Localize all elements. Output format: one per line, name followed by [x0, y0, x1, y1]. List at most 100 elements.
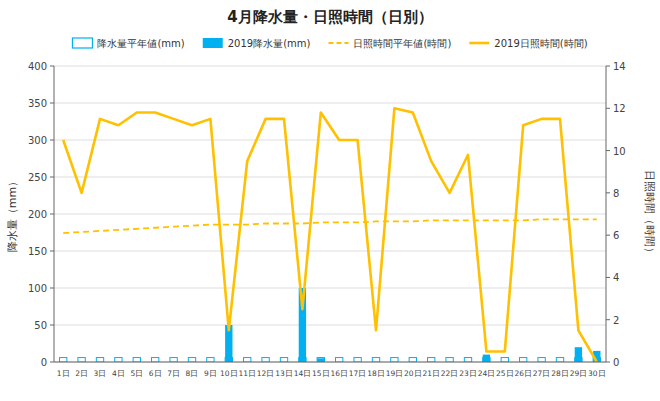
legend-item: 降水量平年値(mm): [72, 38, 184, 49]
tick-label: 17日: [349, 369, 367, 378]
grid-line: [54, 251, 606, 252]
bar: [575, 347, 582, 362]
bar: [538, 358, 545, 362]
tick-label: 12日: [257, 369, 275, 378]
tick-label: 21日: [422, 369, 440, 378]
tick-label: 9日: [204, 369, 217, 378]
chart: 4月降水量・日照時間（日別）05010015020025030035040002…: [0, 0, 660, 401]
tick-label: 5日: [130, 369, 143, 378]
tick-label: 12: [613, 103, 626, 114]
bar: [280, 358, 287, 362]
grid: [54, 66, 606, 362]
tick-label: 14: [613, 61, 626, 72]
tick-label: 300: [28, 135, 47, 146]
tick-label: 350: [28, 98, 47, 109]
legend-item: 日照時間平年値(時間): [328, 38, 451, 49]
tick-label: 0: [613, 357, 619, 368]
bar: [115, 358, 122, 362]
legend: 降水量平年値(mm) 2019降水量(mm) 日照時間平年値(時間) 2019日照時間…: [72, 38, 587, 49]
bar: [133, 358, 140, 362]
tick-mark: [606, 192, 610, 193]
bar: [317, 358, 324, 362]
tick-label: 25日: [496, 369, 514, 378]
grid-line: [54, 214, 606, 215]
tick-label: 15日: [312, 369, 330, 378]
bar: [391, 358, 398, 362]
grid-line: [54, 177, 606, 178]
bar: [501, 358, 508, 362]
tick-label: 3日: [94, 369, 107, 378]
tick-mark: [50, 66, 54, 67]
x-axis: [54, 362, 606, 363]
bar: [152, 358, 159, 362]
title: 4月降水量・日照時間（日別）: [227, 8, 432, 26]
bar: [336, 358, 343, 362]
tick-label: 10日: [220, 369, 238, 378]
bar: [483, 355, 490, 362]
tick-label: 6日: [149, 369, 162, 378]
tick-label: 250: [28, 172, 47, 183]
bar: [207, 358, 214, 362]
legend-label: 2019降水量(mm): [228, 38, 311, 49]
tick-label: 4: [613, 272, 619, 283]
tick-mark: [606, 362, 610, 363]
tick-label: 200: [28, 209, 47, 220]
bar: [556, 358, 563, 362]
bar: [60, 358, 67, 362]
legend-item: 2019降水量(mm): [203, 38, 311, 49]
bar: [409, 358, 416, 362]
tick-label: 28日: [551, 369, 569, 378]
bar: [170, 358, 177, 362]
axis-label: 降水量（mm）: [6, 176, 19, 252]
grid-line: [54, 325, 606, 326]
legend-swatch: [203, 38, 223, 48]
marks: [60, 108, 601, 362]
grid-line: [54, 288, 606, 289]
grid-line: [54, 362, 606, 363]
tick-label: 13日: [275, 369, 293, 378]
tick-mark: [50, 103, 54, 104]
tick-label: 29日: [570, 369, 588, 378]
tick-label: 14日: [294, 369, 312, 378]
tick-label: 24日: [478, 369, 496, 378]
legend-label: 日照時間平年値(時間): [353, 38, 451, 49]
tick-mark: [606, 108, 610, 109]
tick-label: 23日: [459, 369, 477, 378]
tick-label: 150: [28, 246, 47, 257]
tick-label: 50: [34, 320, 47, 331]
tick-label: 19日: [386, 369, 404, 378]
tick-mark: [606, 277, 610, 278]
legend-label: 降水量平年値(mm): [97, 38, 184, 49]
tick-mark: [606, 235, 610, 236]
bar: [96, 358, 103, 362]
bar: [354, 358, 361, 362]
tick-label: 11日: [238, 369, 256, 378]
bar: [317, 358, 324, 362]
tick-label: 100: [28, 283, 47, 294]
tick-mark: [606, 150, 610, 151]
bar: [372, 358, 379, 362]
bar: [464, 358, 471, 362]
bar: [446, 358, 453, 362]
tick-label: 8日: [186, 369, 199, 378]
tick-label: 18日: [367, 369, 385, 378]
tick-mark: [606, 66, 610, 67]
tick-label: 27日: [533, 369, 551, 378]
tick-label: 8: [613, 188, 619, 199]
legend-swatch: [328, 42, 348, 44]
tick-mark: [50, 140, 54, 141]
bar: [428, 358, 435, 362]
tick-mark: [50, 362, 54, 363]
tick-mark: [606, 319, 610, 320]
tick-label: 400: [28, 61, 47, 72]
tick-label: 2日: [75, 369, 88, 378]
tick-label: 6: [613, 230, 619, 241]
line: [63, 219, 597, 233]
tick-mark: [50, 251, 54, 252]
bar: [520, 358, 527, 362]
bar: [262, 358, 269, 362]
legend-label: 2019日照時間(時間): [494, 38, 587, 49]
legend-item: 2019日照時間(時間): [469, 38, 587, 49]
tick-label: 10: [613, 146, 626, 157]
grid-line: [54, 66, 606, 67]
